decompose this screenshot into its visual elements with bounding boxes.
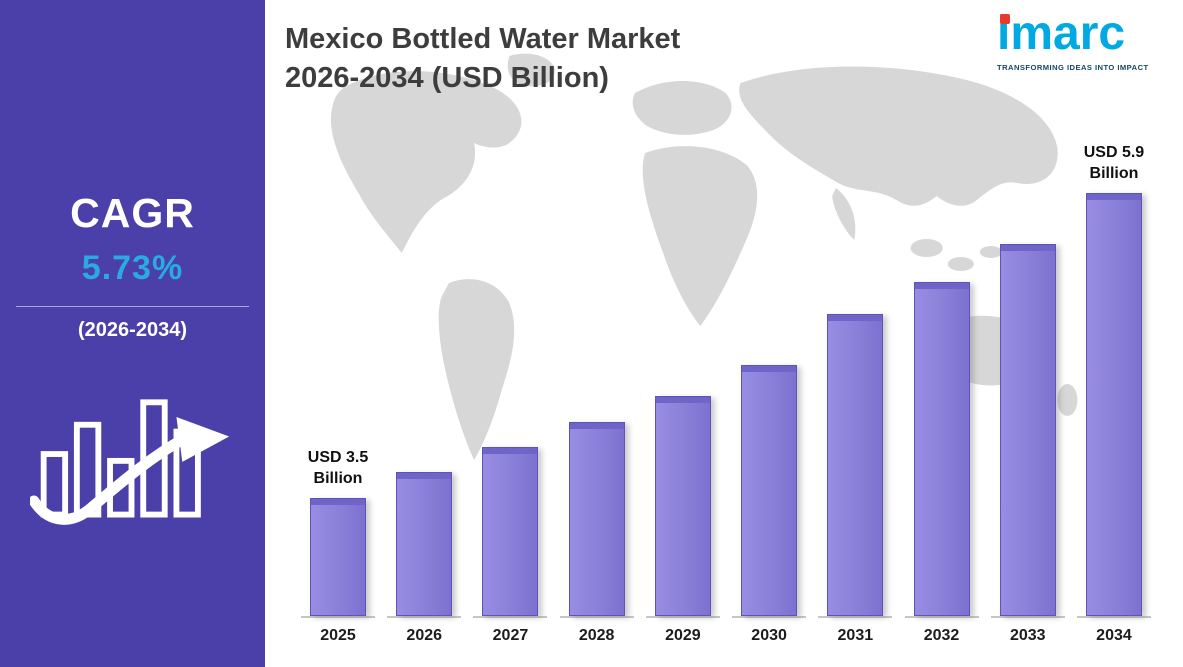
divider — [15, 306, 250, 307]
cagr-value: 5.73% — [81, 249, 184, 287]
bar-baseline — [473, 616, 548, 618]
chart-title-line1: Mexico Bottled Water Market — [285, 23, 681, 55]
bar-baseline — [818, 616, 893, 618]
bar-value-label: USD 5.9 Billion — [1083, 144, 1145, 183]
growth-chart-icon — [28, 376, 235, 541]
bar-2031 — [827, 314, 884, 616]
chart-column: 2030 — [732, 365, 807, 645]
main-area: Mexico Bottled Water Market 2026-2034 (U… — [265, 0, 1183, 667]
year-label: 2034 — [1096, 627, 1132, 644]
chart-column: 2026 — [387, 472, 462, 645]
imarc-logo: imarc TRANSFORMING IDEAS INTO IMPACT — [997, 7, 1163, 73]
year-label: 2025 — [320, 627, 356, 644]
bar-2032 — [913, 282, 970, 616]
bar-2026 — [396, 472, 453, 616]
year-label: 2032 — [923, 627, 960, 644]
logo-tagline: TRANSFORMING IDEAS INTO IMPACT — [997, 63, 1149, 72]
imarc-logo-text: imarc — [997, 7, 1126, 60]
year-label: 2028 — [578, 627, 615, 644]
bar-2028 — [568, 422, 625, 616]
chart-column: 2033 — [990, 244, 1065, 645]
cagr-label: CAGR — [70, 190, 195, 236]
bar-baseline — [559, 616, 634, 618]
bar-2025 — [310, 498, 366, 616]
bar-baseline — [732, 616, 807, 618]
logo-red-dot-icon — [1000, 14, 1010, 24]
chart-column: USD 3.5 Billion 2025 — [301, 448, 375, 645]
bar-baseline — [1076, 616, 1151, 618]
year-label: 2027 — [492, 627, 529, 644]
chart-column: 2029 — [645, 396, 720, 645]
bar-value-label: USD 3.5 Billion — [307, 449, 369, 488]
chart-title: Mexico Bottled Water Market 2026-2034 (U… — [285, 20, 825, 98]
bar-2030 — [741, 365, 798, 616]
year-label: 2026 — [406, 627, 443, 644]
chart-column: 2031 — [818, 314, 893, 645]
year-label: 2031 — [837, 627, 874, 644]
bar-baseline — [387, 616, 462, 618]
bar-baseline — [904, 616, 979, 618]
chart-column: 2027 — [473, 447, 548, 645]
cagr-period: (2026-2034) — [78, 319, 187, 341]
year-label: 2033 — [1009, 627, 1046, 644]
bar-2034 — [1085, 193, 1142, 616]
bar-chart: USD 3.5 Billion 2025 2026 2027 2028 2029 2030 2… — [301, 45, 1151, 645]
bar-2029 — [654, 396, 711, 616]
bar-baseline — [301, 616, 375, 618]
chart-column: 2032 — [904, 282, 979, 645]
chart-title-line2: 2026-2034 (USD Billion) — [285, 62, 609, 95]
chart-column: 2028 — [559, 422, 634, 645]
sidebar: CAGR 5.73% (2026-2034) — [0, 0, 265, 667]
bar-baseline — [645, 616, 720, 618]
year-label: 2029 — [665, 627, 701, 644]
year-label: 2030 — [751, 627, 787, 644]
chart-column: USD 5.9 Billion 2034 — [1076, 143, 1151, 645]
world-map — [330, 53, 1078, 460]
bar-baseline — [990, 616, 1065, 618]
bar-2033 — [999, 244, 1056, 616]
bar-2027 — [482, 447, 539, 616]
